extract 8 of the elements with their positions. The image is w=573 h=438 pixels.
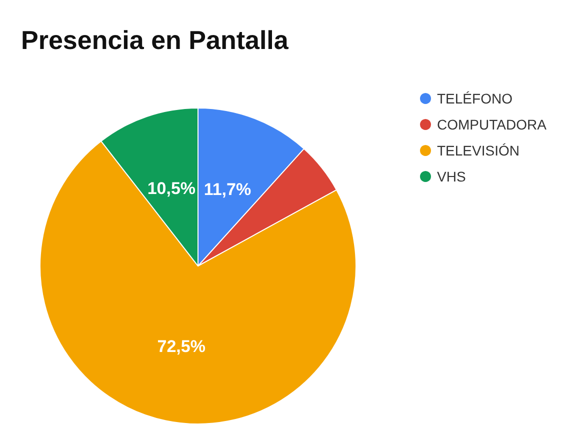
legend-label: COMPUTADORA [437,116,548,132]
data-label: 10,5% [147,178,196,198]
legend-label: TELEVISIÓN [437,142,520,158]
chart-title: Presencia en Pantalla [21,25,289,55]
legend-label: VHS [437,168,466,184]
data-label: 72,5% [157,336,206,356]
data-label: 11,7% [204,180,252,199]
legend-label: TELÉFONO [437,90,513,106]
